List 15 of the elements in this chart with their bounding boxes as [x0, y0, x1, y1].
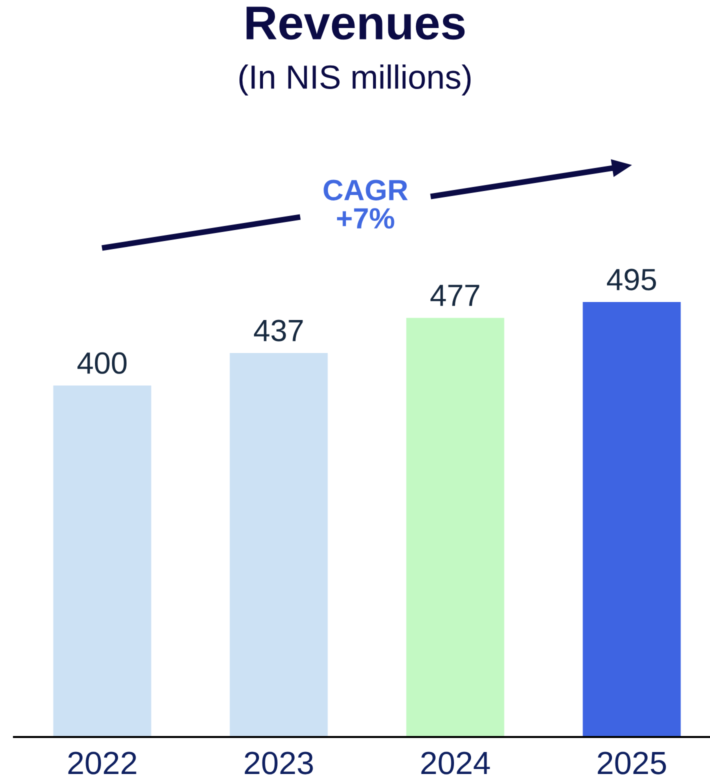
x-tick-label: 2025 — [598, 752, 666, 774]
bar — [406, 318, 504, 737]
x-tick-label: 2022 — [68, 752, 136, 774]
bar — [230, 352, 328, 737]
data-label: 495 — [606, 268, 656, 290]
bar — [53, 385, 152, 737]
bar — [582, 302, 681, 737]
x-tick-label: 2024 — [421, 752, 490, 774]
x-tick-label: 2023 — [244, 752, 313, 774]
chart-title: Revenues — [246, 6, 465, 40]
data-label: 477 — [430, 284, 480, 306]
data-label: 437 — [254, 320, 303, 342]
text: CAGR +7% — [324, 180, 408, 229]
data-label: 400 — [77, 352, 127, 374]
chart-subtitle: (In NIS millions) — [239, 64, 471, 96]
